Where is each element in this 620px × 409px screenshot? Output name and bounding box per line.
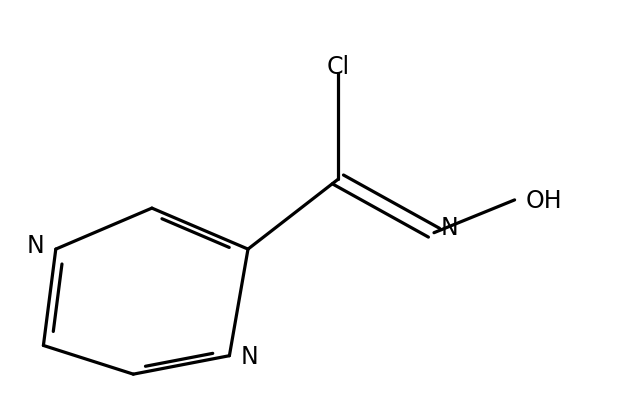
Text: N: N	[241, 344, 259, 368]
Text: OH: OH	[526, 189, 562, 212]
Text: Cl: Cl	[326, 55, 350, 79]
Text: N: N	[440, 215, 458, 239]
Text: N: N	[27, 234, 45, 257]
